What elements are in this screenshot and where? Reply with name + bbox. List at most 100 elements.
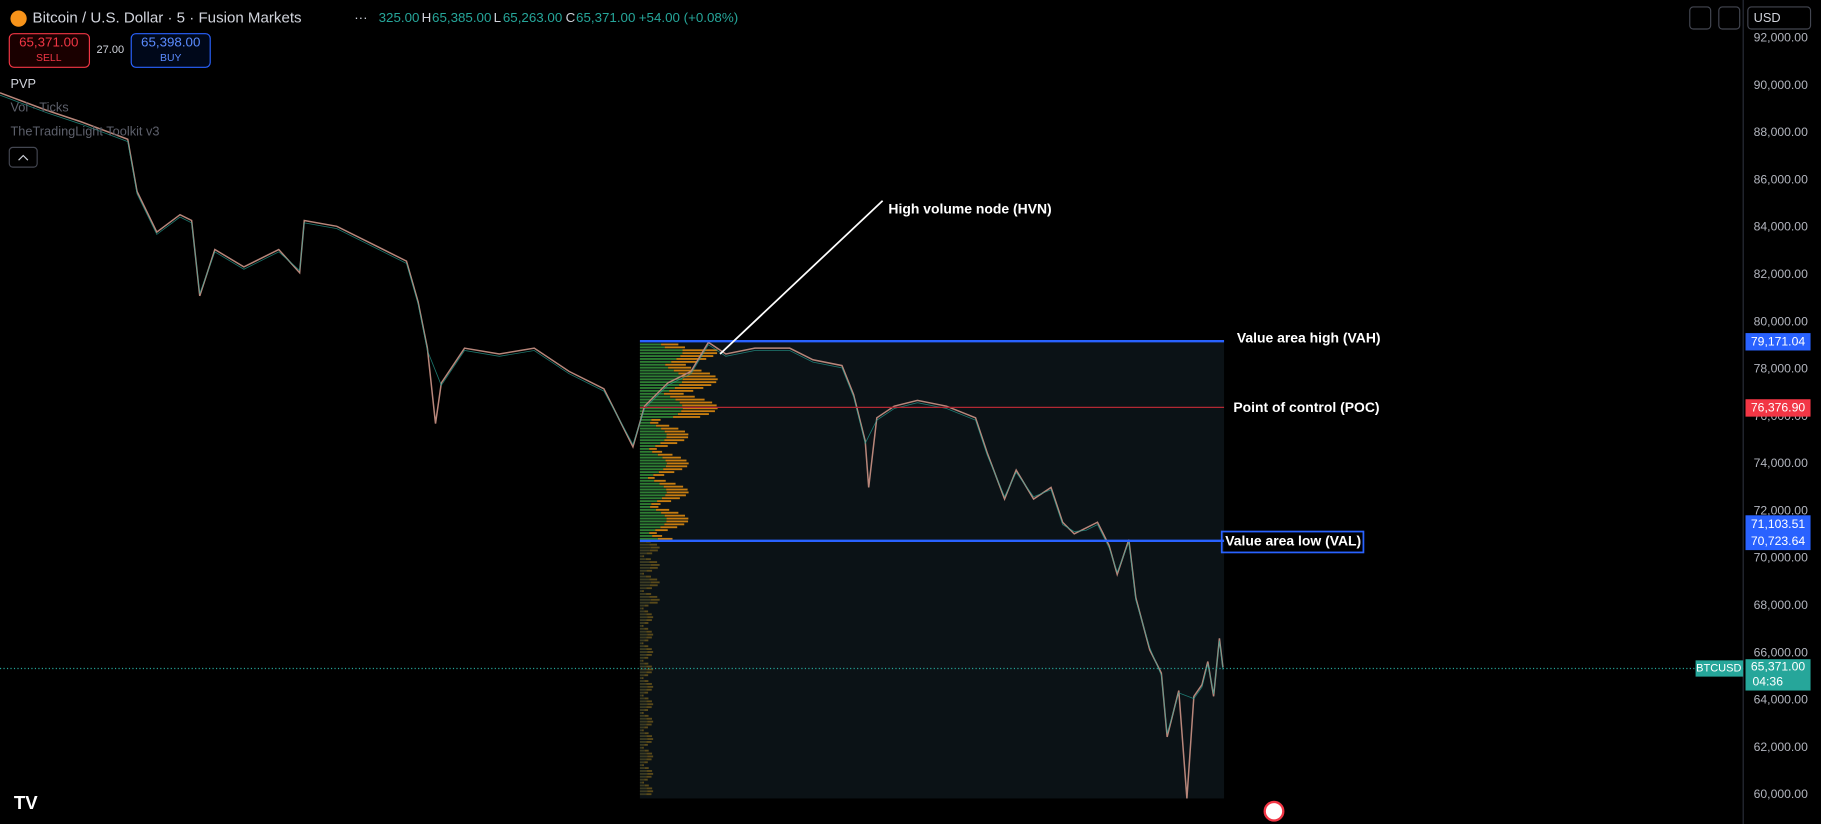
scroll-button[interactable] xyxy=(1689,6,1712,30)
profile-bar-up xyxy=(639,630,647,633)
profile-bar-up xyxy=(639,445,656,447)
profile-bar-up xyxy=(639,535,653,537)
profile-bar-up xyxy=(639,387,675,389)
profile-bar-up xyxy=(639,595,650,598)
profile-bar-up xyxy=(639,404,683,407)
profile-bar-up xyxy=(639,709,645,711)
price-axis-label: 92,000.00 xyxy=(1754,31,1808,45)
sell-button[interactable] xyxy=(8,33,91,68)
profile-bar-down xyxy=(642,572,644,575)
currency: USD xyxy=(1754,10,1781,25)
profile-bar-up xyxy=(639,659,642,662)
profile-bar-down xyxy=(681,375,716,378)
poc-label: Point of control (POC) xyxy=(1233,399,1379,415)
symbol[interactable]: Bitcoin / U.S. Dollar · 5 · Fusion Marke… xyxy=(33,10,302,27)
profile-bar-up xyxy=(639,462,667,465)
profile-bar-up xyxy=(639,752,647,755)
event-icon[interactable] xyxy=(1263,800,1285,822)
profile-bar-down xyxy=(682,378,718,381)
profile-bar-up xyxy=(639,358,677,360)
profile-bar-down xyxy=(649,532,657,534)
profile-bar-down xyxy=(660,442,678,445)
price-axis-label: 78,000.00 xyxy=(1754,362,1808,376)
buy-label: BUY xyxy=(160,53,182,64)
profile-bar-down xyxy=(646,717,652,720)
profile-bar-down xyxy=(647,668,654,671)
profile-bar-up xyxy=(639,436,667,439)
buy-button[interactable] xyxy=(130,33,211,68)
profile-bar-up xyxy=(639,575,647,578)
profile-bar-down xyxy=(651,503,661,505)
collapse-button[interactable] xyxy=(8,146,38,168)
price-axis-label: 86,000.00 xyxy=(1754,172,1808,186)
profile-bar-down xyxy=(646,735,653,738)
sell-price: 65,371.00 xyxy=(19,34,78,49)
profile-bar-down xyxy=(671,360,697,363)
profile-bar-up xyxy=(639,729,643,732)
profile-bar-down xyxy=(666,520,689,523)
profile-bar-down xyxy=(644,604,649,607)
profile-bar-down xyxy=(665,494,686,497)
logo[interactable]: TV xyxy=(14,792,38,813)
profile-bar-up xyxy=(639,532,650,534)
profile-bar-down xyxy=(682,352,718,355)
profile-bar-up xyxy=(639,558,646,561)
profile-bar-up xyxy=(639,616,648,619)
profile-bar-up xyxy=(639,712,642,714)
profile-bar-up xyxy=(639,468,664,471)
price-axis-label: 72,000.00 xyxy=(1754,503,1808,517)
profile-bar-up xyxy=(639,410,682,413)
profile-bar-down xyxy=(644,709,649,711)
profile-bar-down xyxy=(682,407,718,410)
indicator[interactable]: Vol · Ticks xyxy=(10,99,68,114)
indicator[interactable]: TheTradingLight Toolkit v3 xyxy=(10,124,159,139)
profile-bar-down xyxy=(647,651,654,653)
profile-bar-down xyxy=(642,764,644,767)
profile-bar-up xyxy=(639,587,647,590)
profile-bar-down xyxy=(661,511,679,514)
profile-bar-down xyxy=(649,595,658,598)
profile-bar-down xyxy=(673,416,701,418)
profile-bar-up xyxy=(639,622,645,624)
profile-bar-down xyxy=(644,697,649,700)
reset-button[interactable] xyxy=(1718,6,1741,30)
currency-select[interactable] xyxy=(1747,6,1812,30)
profile-bar-up xyxy=(639,566,650,569)
last-price: 65,371.00 xyxy=(1751,660,1805,674)
profile-bar-up xyxy=(639,453,658,456)
profile-bar-down xyxy=(649,566,658,569)
profile-bar-down xyxy=(644,743,648,746)
profile-bar-up xyxy=(639,642,642,645)
profile-bar-down xyxy=(665,363,686,366)
profile-bar-up xyxy=(639,494,666,497)
profile-bar-down xyxy=(679,384,712,387)
profile-bar-down xyxy=(646,569,653,572)
profile-bar-up xyxy=(639,700,647,703)
val-tag xyxy=(1745,515,1811,551)
profile-bar-up xyxy=(639,569,647,572)
profile-bar-up xyxy=(639,578,650,581)
profile-bar-up xyxy=(639,433,667,436)
profile-bar-down xyxy=(661,343,679,346)
profile-bar-down xyxy=(665,465,688,468)
profile-bar-up xyxy=(639,561,650,563)
profile-bar-up xyxy=(639,384,680,387)
profile-bar-up xyxy=(639,427,662,430)
profile-bar-up xyxy=(639,674,645,677)
profile-bar-down xyxy=(649,543,658,546)
profile-bar-down xyxy=(642,781,645,784)
profile-bar-up xyxy=(639,537,658,540)
indicator[interactable]: PVP xyxy=(10,76,36,91)
profile-bar-up xyxy=(639,511,662,514)
more-icon[interactable]: ··· xyxy=(354,10,367,25)
profile-bar-up xyxy=(639,738,648,740)
profile-bar-up xyxy=(639,610,645,613)
profile-bar-down xyxy=(664,439,685,442)
profile-bar-down xyxy=(654,479,666,482)
profile-bar-up xyxy=(639,572,643,575)
profile-bar-up xyxy=(639,343,662,346)
profile-bar-down xyxy=(660,526,678,529)
profile-bar-up xyxy=(639,389,670,392)
profile-bar-down xyxy=(644,761,648,764)
profile-bar-down xyxy=(644,639,649,642)
